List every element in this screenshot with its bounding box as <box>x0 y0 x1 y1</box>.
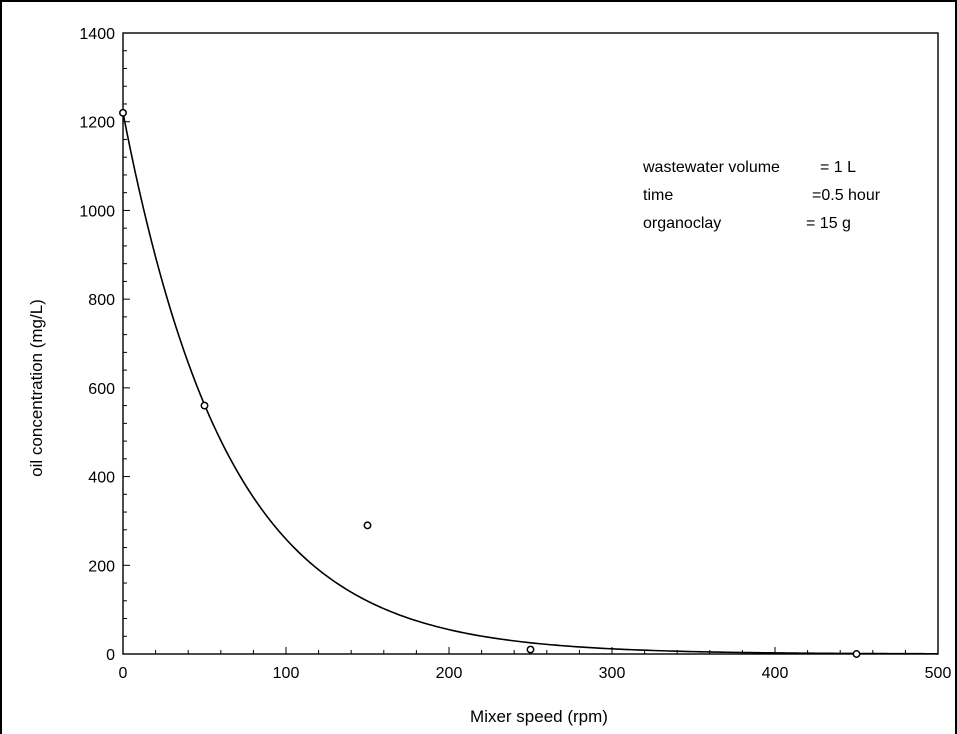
data-point <box>200 401 209 410</box>
y-tick-label: 400 <box>88 470 115 487</box>
data-point <box>363 521 372 530</box>
y-axis-ticks <box>123 50 130 637</box>
x-tick-label: 400 <box>762 665 789 682</box>
annotation-organoclay-label: organoclay <box>643 215 721 232</box>
y-tick-label: 800 <box>88 292 115 309</box>
y-axis-label: oil concentration (mg/L) <box>27 299 46 477</box>
data-points <box>119 108 861 658</box>
data-point <box>852 650 861 658</box>
data-point <box>119 108 127 117</box>
plot-area <box>122 32 939 655</box>
annotation-volume-label: wastewater volume <box>642 159 780 176</box>
y-tick-label: 200 <box>88 558 115 575</box>
y-tick-label: 1000 <box>79 203 115 220</box>
y-tick-label: 0 <box>106 647 115 664</box>
x-tick-label: 300 <box>599 665 626 682</box>
x-tick-label: 100 <box>273 665 300 682</box>
annotation-time-value: =0.5 hour <box>812 187 881 204</box>
y-tick-label: 1200 <box>79 115 115 132</box>
x-tick-label: 200 <box>436 665 463 682</box>
data-point <box>526 645 535 654</box>
x-tick-label: 500 <box>925 665 952 682</box>
x-axis-tick-labels: 0 100 200 300 400 500 <box>119 665 952 682</box>
conditions-annotation: wastewater volume = 1 L time =0.5 hour o… <box>642 159 881 232</box>
y-tick-label: 600 <box>88 381 115 398</box>
annotation-volume-value: = 1 L <box>820 159 856 176</box>
plot-border <box>122 32 939 655</box>
x-tick-label: 0 <box>119 665 128 682</box>
y-axis-tick-labels: 0 200 400 600 800 1000 1200 1400 <box>79 26 115 664</box>
x-axis-label: Mixer speed (rpm) <box>470 707 608 726</box>
y-tick-label: 1400 <box>79 26 115 43</box>
fit-curve <box>122 112 939 655</box>
annotation-time-label: time <box>643 187 673 204</box>
annotation-organoclay-value: = 15 g <box>806 215 851 232</box>
